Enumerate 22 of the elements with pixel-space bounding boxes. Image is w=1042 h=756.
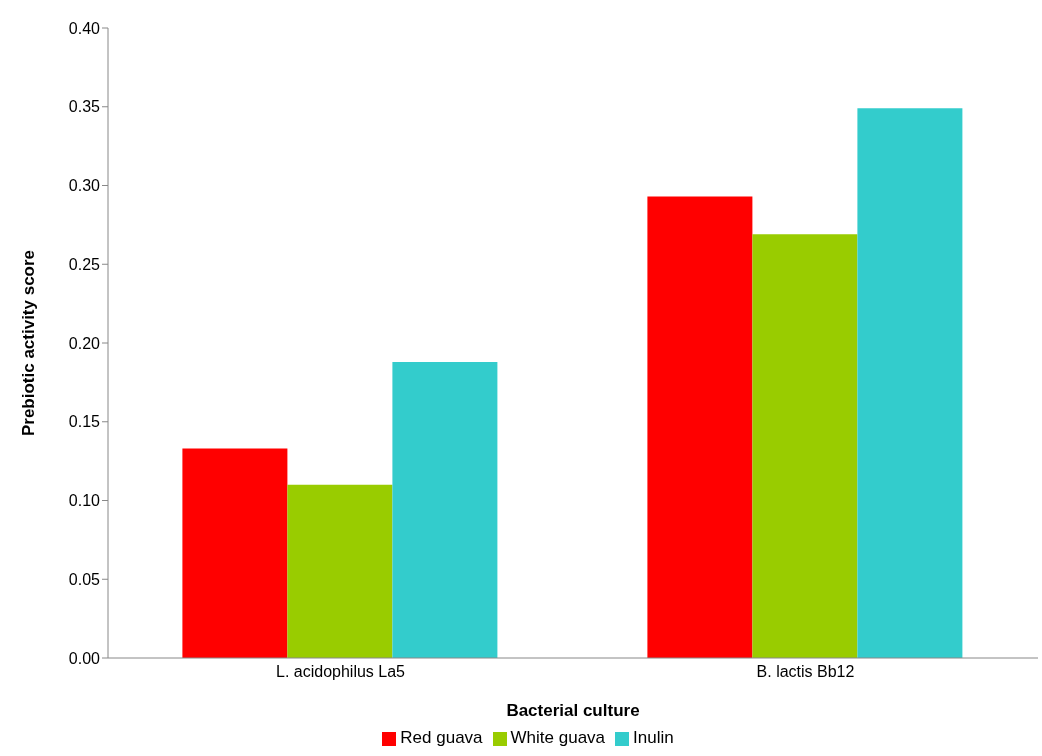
y-tick-label: 0.05 <box>68 570 101 588</box>
y-tick-label: 0.10 <box>68 492 101 510</box>
y-tick-label: 0.00 <box>68 649 101 667</box>
legend-label: White guava <box>510 728 606 747</box>
bar <box>287 484 393 658</box>
x-axis-title: Bacterial culture <box>506 701 640 720</box>
y-tick-label: 0.30 <box>68 177 101 195</box>
y-tick-label: 0.25 <box>68 255 101 273</box>
x-tick-label: B. lactis Bb12 <box>756 663 855 681</box>
bar <box>182 448 288 658</box>
bar <box>752 234 858 658</box>
y-tick-label: 0.20 <box>68 334 101 352</box>
y-tick-label: 0.35 <box>68 98 101 116</box>
legend-label: Red guava <box>400 728 483 747</box>
x-tick-label: L. acidophilus La5 <box>276 663 406 681</box>
bar <box>857 108 963 658</box>
bar <box>392 361 498 658</box>
y-tick-label: 0.40 <box>68 19 101 37</box>
y-tick-label: 0.15 <box>68 413 101 431</box>
legend-label: Inulin <box>633 728 674 747</box>
y-axis-title: Prebiotic activity score <box>19 249 39 437</box>
bar <box>647 196 753 658</box>
